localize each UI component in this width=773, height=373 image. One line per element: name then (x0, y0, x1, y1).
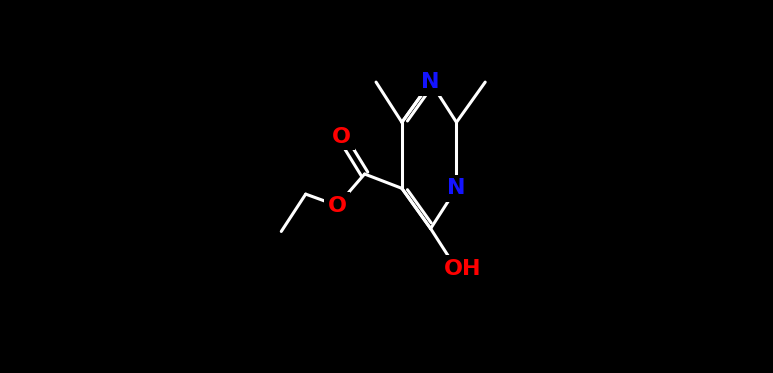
Text: O: O (332, 127, 351, 147)
Text: N: N (421, 72, 440, 92)
Text: N: N (448, 178, 465, 198)
Text: O: O (328, 195, 347, 216)
Text: OH: OH (444, 259, 481, 279)
